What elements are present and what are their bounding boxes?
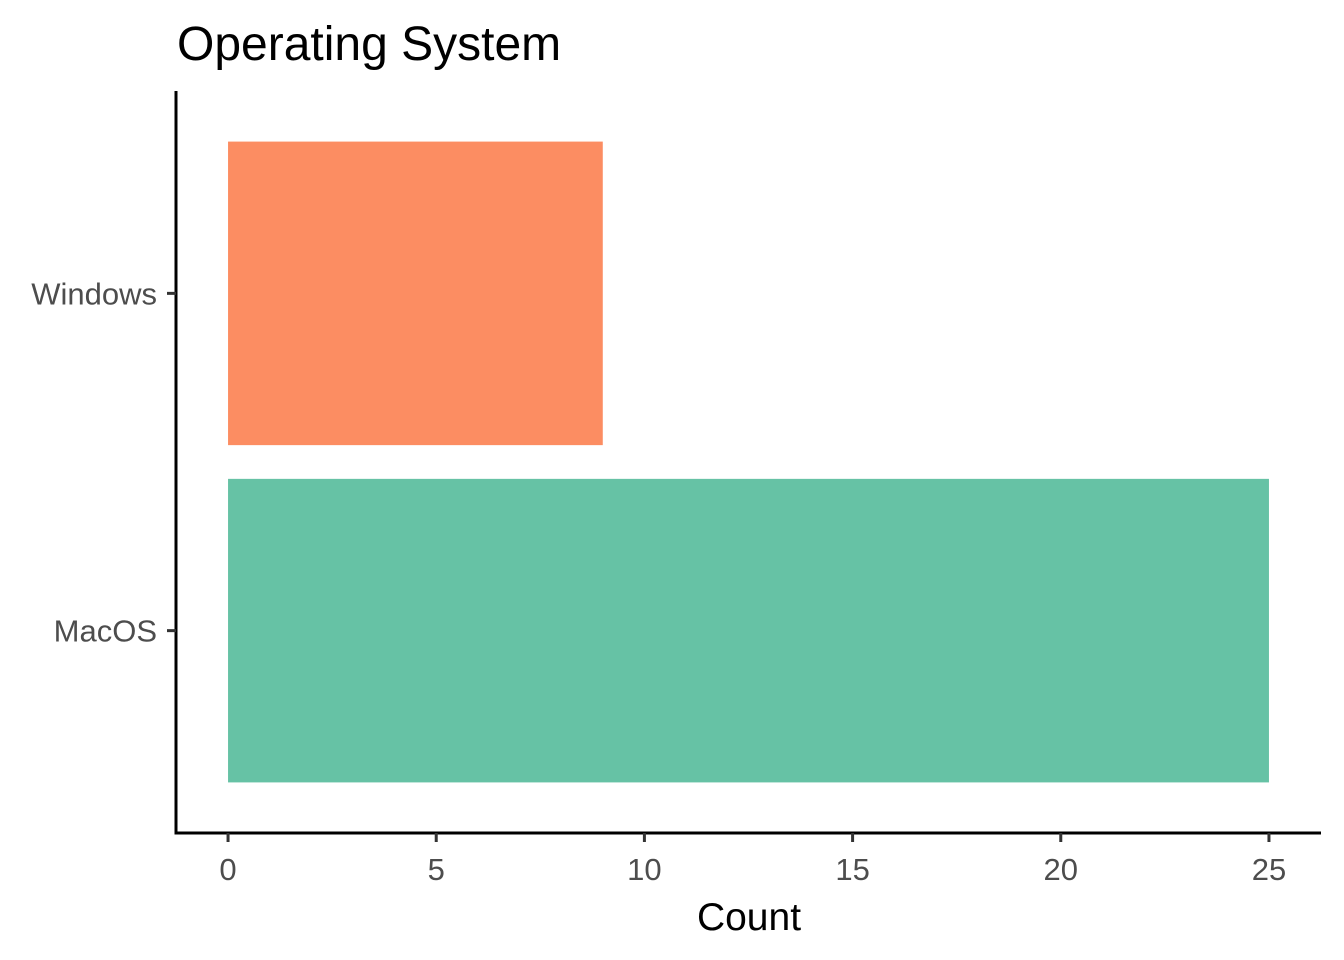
x-tick-label-25: 25	[1252, 852, 1286, 887]
y-tick-label-windows: Windows	[31, 276, 157, 311]
x-tick-label-15: 15	[835, 852, 869, 887]
y-axis-ticks: MacOS Windows	[31, 276, 176, 649]
x-tick-label-10: 10	[627, 852, 661, 887]
x-tick-label-20: 20	[1044, 852, 1078, 887]
chart-title: Operating System	[177, 18, 561, 71]
bar-windows	[228, 141, 603, 446]
x-tick-label-0: 0	[219, 852, 236, 887]
x-axis-ticks: 0 5 10 15 20 25	[219, 833, 1286, 887]
x-tick-label-5: 5	[428, 852, 445, 887]
x-axis-title: Count	[697, 896, 801, 939]
bars-layer	[228, 141, 1269, 783]
y-tick-label-macos: MacOS	[54, 614, 157, 649]
bar-macos	[228, 478, 1269, 783]
